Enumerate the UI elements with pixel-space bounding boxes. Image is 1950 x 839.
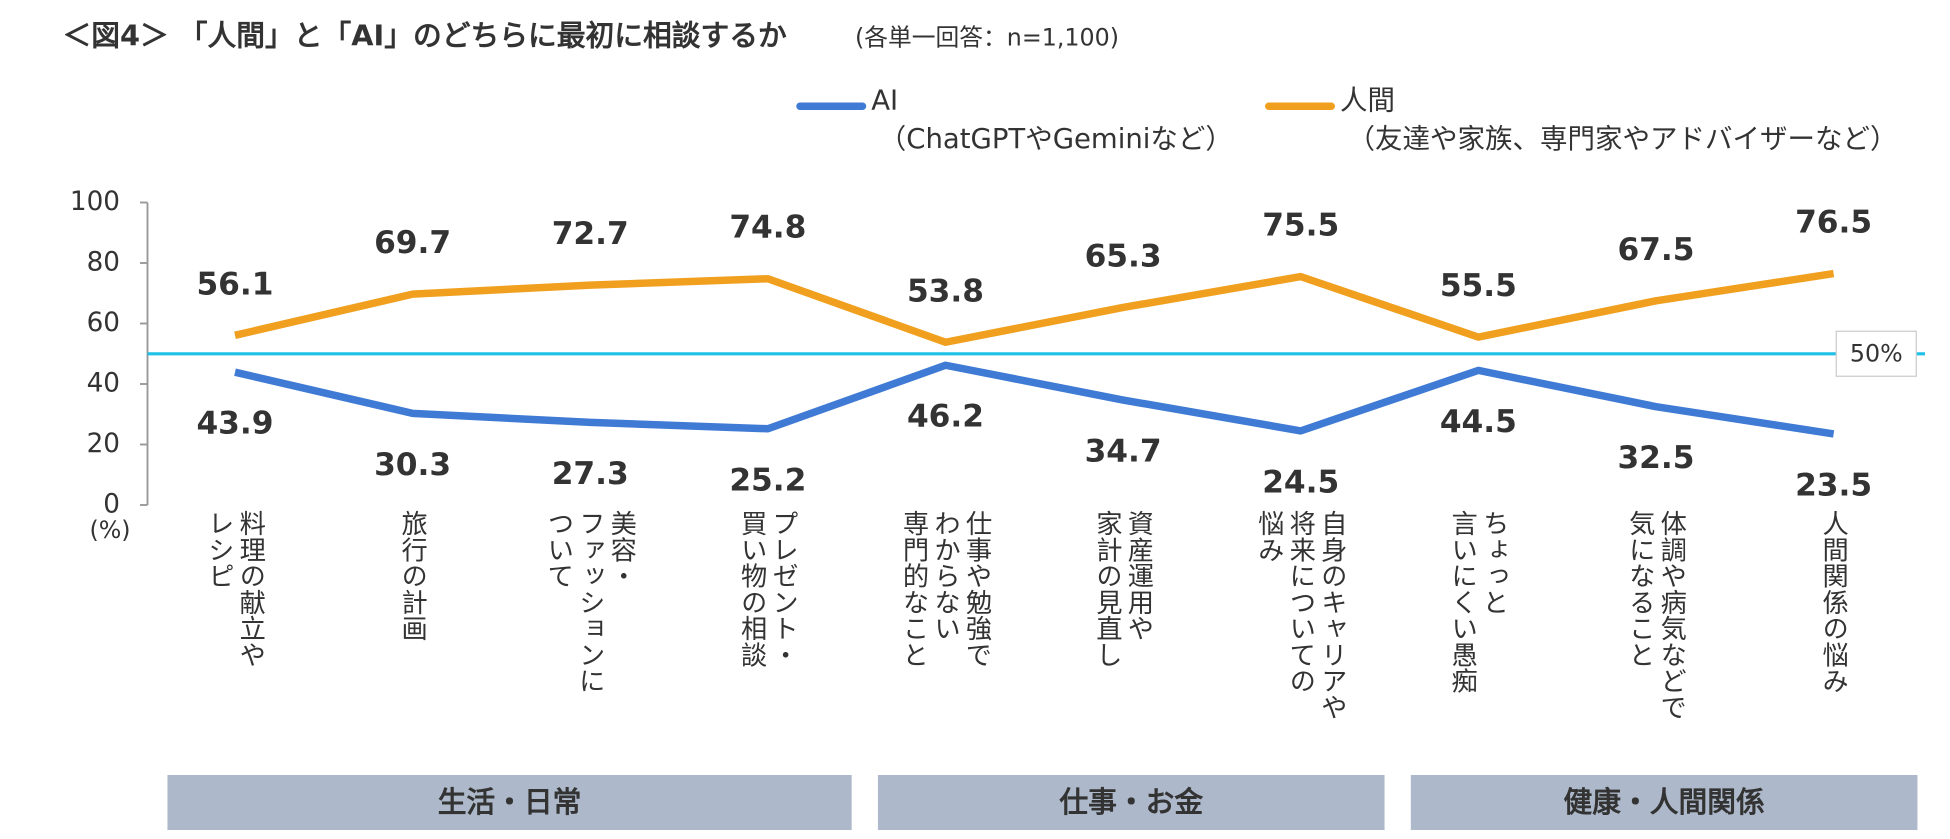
group-band — [877, 775, 1385, 830]
data-label: 74.8 — [729, 210, 806, 246]
y-tick-label: 100 — [70, 187, 120, 217]
data-label: 53.8 — [907, 273, 984, 309]
chart-title: ＜図4＞ 「人間」と「AI」のどちらに最初に相談するか — [63, 19, 787, 53]
legend-label: 人間 — [1340, 84, 1395, 116]
legend-note: （ChatGPTやGeminiなど） — [879, 123, 1233, 155]
x-tick-label: 自身のキャリアや 将来についての 悩み — [1255, 510, 1348, 720]
data-label: 43.9 — [196, 406, 273, 442]
data-label: 65.3 — [1085, 238, 1162, 274]
x-tick-label: ちょっと 言いにくい愚痴 — [1448, 510, 1510, 694]
y-tick-label: 80 — [87, 248, 120, 278]
data-label: 67.5 — [1617, 232, 1694, 268]
reference-label: 50% — [1850, 340, 1903, 368]
series-line — [234, 269, 1835, 347]
series-line — [234, 361, 1835, 438]
x-tick-label: 仕事や勉強で わからない 専門的なこと — [899, 510, 993, 668]
data-label: 25.2 — [729, 462, 806, 498]
legend-note: （友達や家族、専門家やアドバイザーなど） — [1348, 123, 1898, 155]
legend-label: AI — [871, 84, 898, 116]
x-tick-label: 料理の献立や レシピ — [205, 510, 267, 668]
data-label: 44.5 — [1440, 404, 1517, 440]
data-label: 56.1 — [196, 266, 273, 302]
x-tick-label: プレゼント・ 買い物の相談 — [737, 510, 800, 668]
y-tick-label: 0 — [103, 490, 120, 520]
data-label: 75.5 — [1262, 208, 1339, 244]
chart-subtitle: (各単一回答：n=1,100) — [855, 23, 1119, 51]
data-label: 69.7 — [374, 225, 451, 261]
data-label: 34.7 — [1085, 434, 1162, 470]
group-band — [1410, 775, 1918, 830]
data-label: 32.5 — [1617, 440, 1694, 476]
data-label: 30.3 — [374, 447, 451, 483]
data-label: 55.5 — [1440, 268, 1517, 304]
reference-label-box — [1835, 330, 1917, 377]
data-label: 72.7 — [552, 216, 629, 252]
group-band — [167, 775, 852, 830]
y-tick-label: 20 — [87, 429, 120, 459]
data-label: 24.5 — [1262, 464, 1339, 500]
data-label: 46.2 — [907, 399, 984, 435]
y-tick-label: 60 — [87, 308, 120, 338]
x-tick-label: 資産運用や 家計の見直し — [1093, 510, 1155, 668]
y-axis-label: (%) — [89, 516, 130, 544]
data-label: 23.5 — [1795, 467, 1872, 503]
x-tick-label: 体調や病気などで 気になること — [1625, 510, 1688, 720]
x-tick-label: 人間関係の悩み — [1819, 510, 1850, 694]
group-label: 仕事・お金 — [1058, 785, 1203, 819]
group-label: 生活・日常 — [438, 785, 582, 819]
group-label: 健康・人間関係 — [1564, 785, 1765, 819]
y-tick-label: 40 — [87, 369, 120, 399]
data-label: 27.3 — [552, 456, 629, 492]
x-tick-label: 美容・ ファッションに ついて — [544, 510, 638, 694]
x-tick-label: 旅行の計画 — [398, 510, 429, 642]
data-label: 76.5 — [1795, 205, 1872, 241]
